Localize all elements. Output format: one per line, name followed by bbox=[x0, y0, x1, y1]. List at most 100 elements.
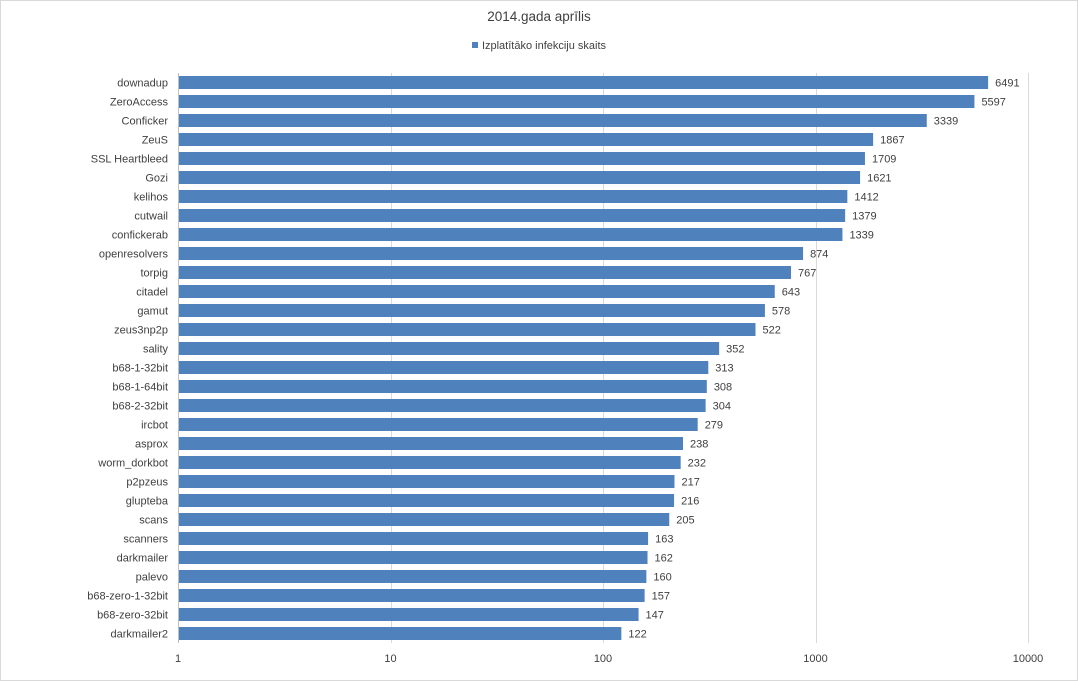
x-tick-label: 1 bbox=[175, 653, 181, 665]
category-label: Gozi bbox=[145, 173, 168, 185]
chart-title: 2014.gada aprīlis bbox=[487, 9, 591, 24]
category-label: Conficker bbox=[122, 116, 169, 128]
data-label: 313 bbox=[715, 363, 733, 375]
chart-legend: Izplatītāko infekciju skaits bbox=[0, 40, 1078, 52]
bar bbox=[179, 228, 843, 241]
data-label: 578 bbox=[772, 306, 790, 318]
data-label: 6491 bbox=[995, 78, 1019, 90]
bar bbox=[179, 475, 675, 488]
data-label: 162 bbox=[655, 553, 673, 565]
bar bbox=[179, 456, 681, 469]
bar bbox=[179, 209, 846, 222]
category-label: palevo bbox=[136, 572, 168, 584]
category-label: sality bbox=[143, 344, 169, 356]
data-label: 205 bbox=[676, 515, 694, 527]
category-label: ZeuS bbox=[142, 135, 168, 147]
bar bbox=[179, 285, 775, 298]
data-label: 216 bbox=[681, 496, 699, 508]
data-label: 643 bbox=[782, 287, 800, 299]
category-label: citadel bbox=[136, 287, 168, 299]
bar bbox=[179, 190, 848, 203]
x-tick-label: 1000 bbox=[803, 653, 827, 665]
bar bbox=[179, 247, 804, 260]
x-tick-label: 10 bbox=[384, 653, 396, 665]
data-label: 1412 bbox=[854, 192, 878, 204]
category-label: p2pzeus bbox=[126, 477, 168, 489]
data-label: 279 bbox=[705, 420, 723, 432]
legend-swatch bbox=[471, 42, 478, 48]
bar bbox=[179, 133, 874, 146]
bar bbox=[179, 266, 792, 279]
category-label: b68-1-32bit bbox=[112, 363, 168, 375]
category-label: worm_dorkbot bbox=[97, 458, 168, 470]
data-label: 163 bbox=[655, 534, 673, 546]
data-label: 308 bbox=[714, 382, 732, 394]
data-label: 767 bbox=[798, 268, 816, 280]
data-label: 122 bbox=[628, 629, 646, 641]
data-label: 3339 bbox=[934, 116, 958, 128]
data-label: 232 bbox=[688, 458, 706, 470]
bar bbox=[179, 589, 645, 602]
data-label: 1867 bbox=[880, 135, 904, 147]
category-label: gamut bbox=[137, 306, 168, 318]
bar bbox=[179, 304, 765, 317]
bar bbox=[179, 399, 706, 412]
category-label: downadup bbox=[117, 78, 168, 90]
x-tick-label: 100 bbox=[594, 653, 612, 665]
category-label: SSL Heartbleed bbox=[91, 154, 168, 166]
data-label: 5597 bbox=[981, 97, 1005, 109]
category-label: asprox bbox=[135, 439, 169, 451]
bar bbox=[179, 323, 756, 336]
category-label: cutwail bbox=[134, 211, 168, 223]
bar bbox=[179, 570, 647, 583]
category-label: zeus3np2p bbox=[114, 325, 168, 337]
data-label: 160 bbox=[653, 572, 671, 584]
category-label: ZeroAccess bbox=[110, 97, 169, 109]
bar bbox=[179, 76, 989, 89]
category-label: kelihos bbox=[134, 192, 169, 204]
category-label: scans bbox=[139, 515, 168, 527]
data-label: 157 bbox=[652, 591, 670, 603]
category-label: b68-zero-1-32bit bbox=[87, 591, 168, 603]
bar bbox=[179, 627, 622, 640]
bar bbox=[179, 551, 648, 564]
category-label: glupteba bbox=[126, 496, 169, 508]
category-label: b68-2-32bit bbox=[112, 401, 168, 413]
category-label: ircbot bbox=[141, 420, 168, 432]
bar bbox=[179, 171, 861, 184]
legend-label: Izplatītāko infekciju skaits bbox=[481, 40, 607, 52]
category-label: scanners bbox=[123, 534, 168, 546]
category-label: darkmailer2 bbox=[111, 629, 168, 641]
category-label: b68-zero-32bit bbox=[97, 610, 168, 622]
data-label: 1621 bbox=[867, 173, 891, 185]
data-label: 304 bbox=[713, 401, 731, 413]
data-label: 1339 bbox=[849, 230, 873, 242]
category-label: openresolvers bbox=[99, 249, 169, 261]
data-label: 874 bbox=[810, 249, 828, 261]
category-label: darkmailer bbox=[117, 553, 169, 565]
bar bbox=[179, 532, 649, 545]
category-label: b68-1-64bit bbox=[112, 382, 168, 394]
x-tick-label: 10000 bbox=[1013, 653, 1044, 665]
bar bbox=[179, 342, 720, 355]
bar bbox=[179, 361, 709, 374]
bar bbox=[179, 152, 865, 165]
bar bbox=[179, 418, 698, 431]
bar bbox=[179, 608, 639, 621]
data-label: 147 bbox=[646, 610, 664, 622]
data-label: 1709 bbox=[872, 154, 896, 166]
bar bbox=[179, 95, 975, 108]
category-label: torpig bbox=[140, 268, 168, 280]
bar bbox=[179, 437, 684, 450]
data-label: 238 bbox=[690, 439, 708, 451]
category-label: confickerab bbox=[112, 230, 168, 242]
bar bbox=[179, 513, 670, 526]
data-label: 352 bbox=[726, 344, 744, 356]
data-label: 217 bbox=[681, 477, 699, 489]
data-label: 522 bbox=[763, 325, 781, 337]
data-label: 1379 bbox=[852, 211, 876, 223]
bar bbox=[179, 494, 675, 507]
bar bbox=[179, 114, 927, 127]
